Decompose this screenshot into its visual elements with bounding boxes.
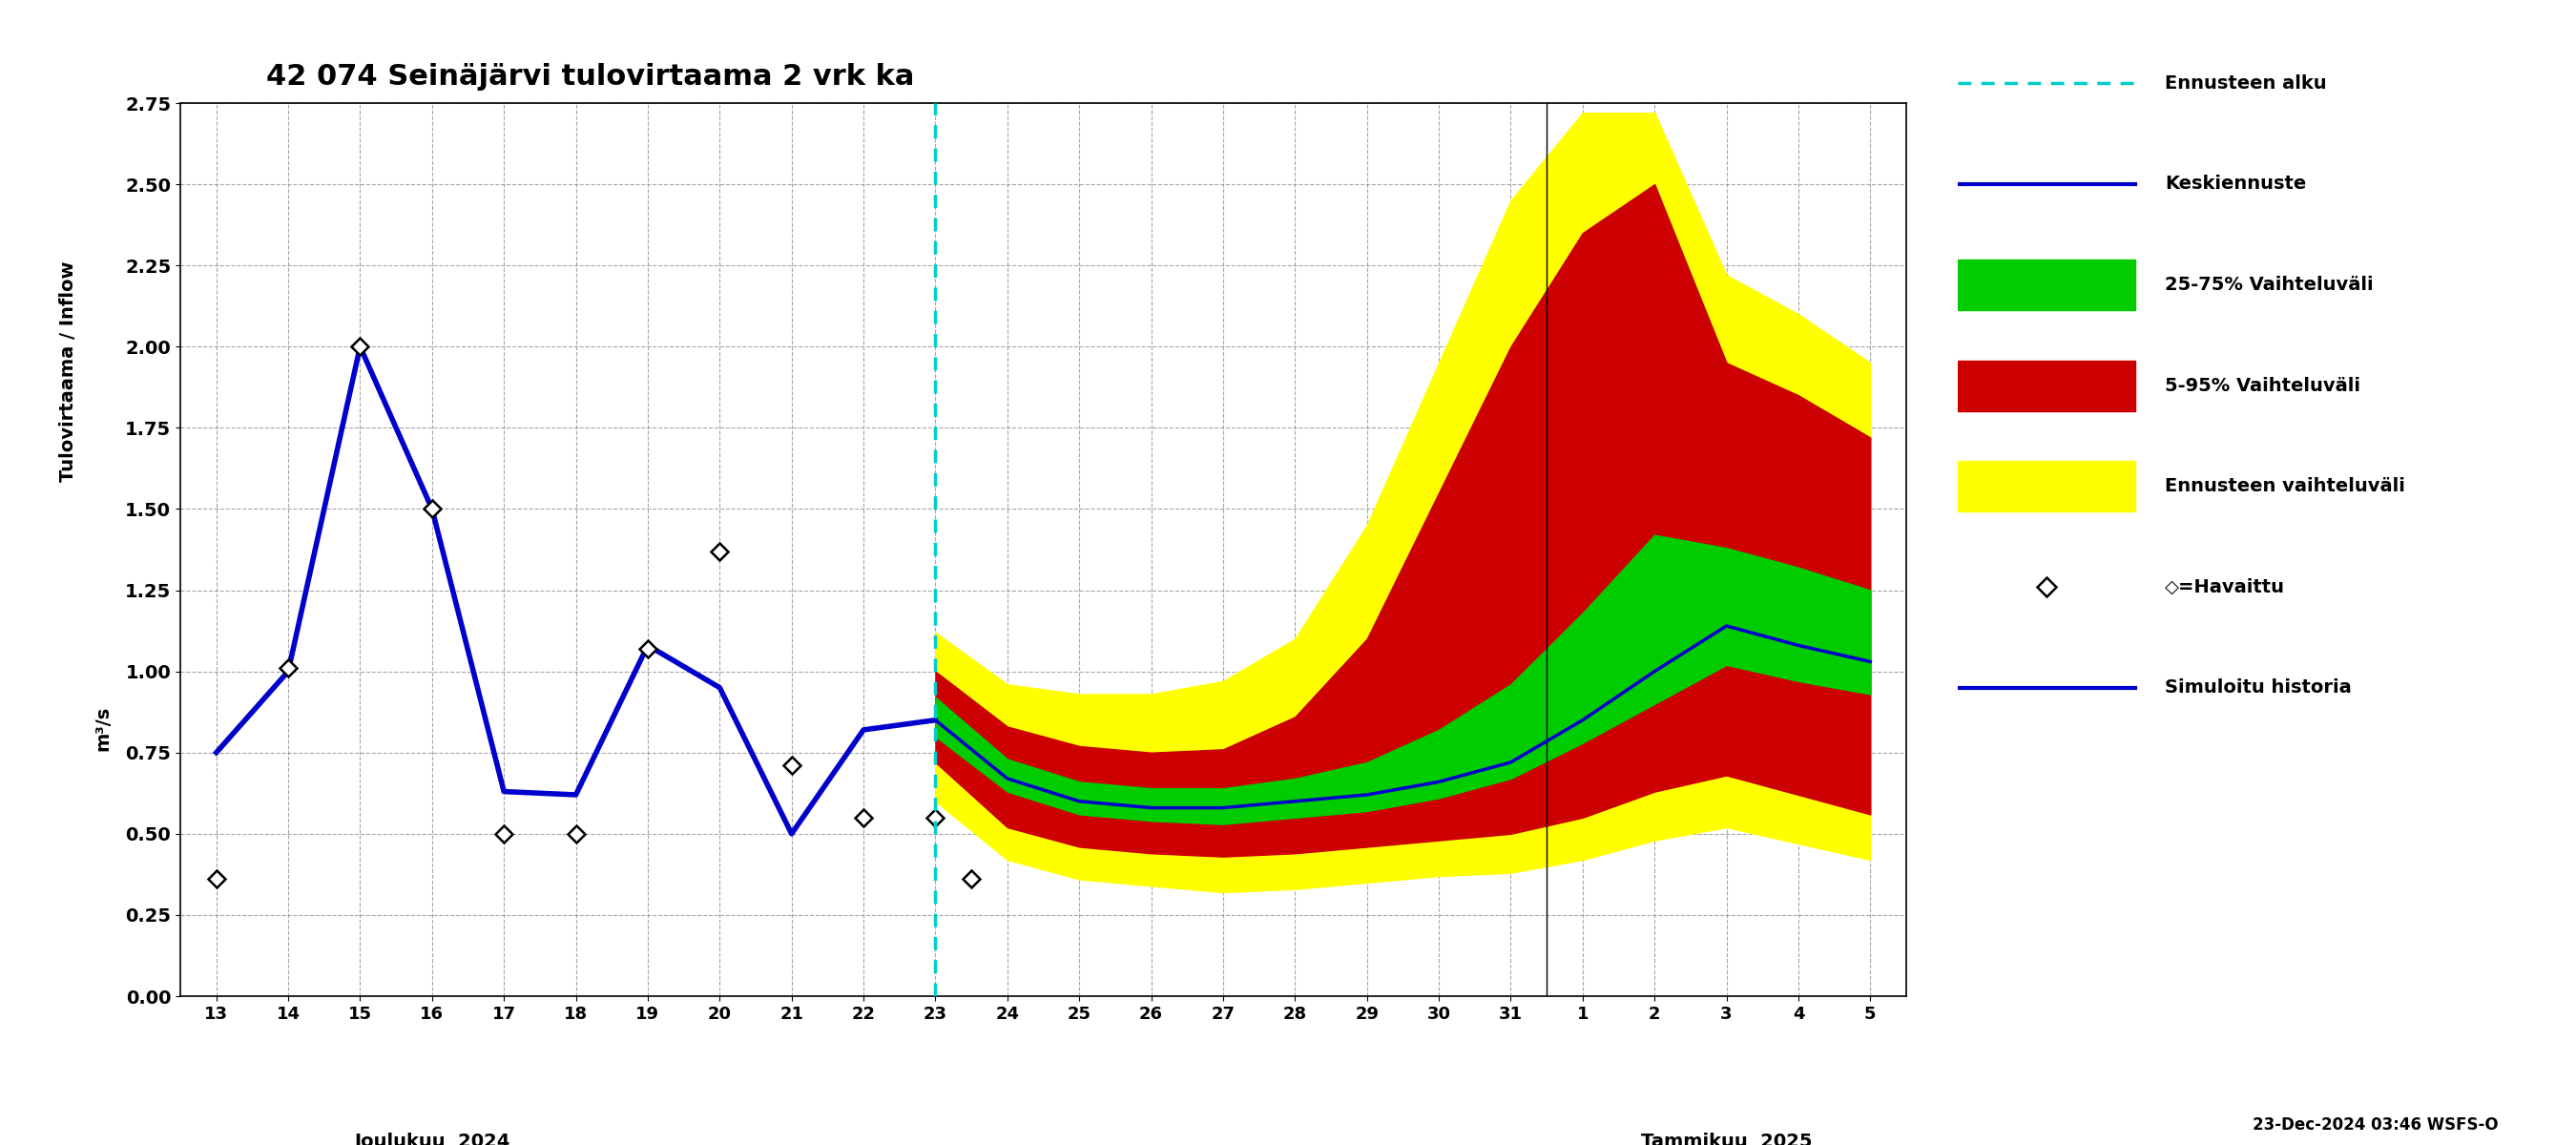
- FancyBboxPatch shape: [1958, 260, 2136, 310]
- Text: 42 074 Seinäjärvi tulovirtaama 2 vrk ka: 42 074 Seinäjärvi tulovirtaama 2 vrk ka: [268, 63, 914, 90]
- Text: Keskiennuste: Keskiennuste: [2164, 175, 2306, 194]
- Text: 23-Dec-2024 03:46 WSFS-O: 23-Dec-2024 03:46 WSFS-O: [2254, 1116, 2499, 1134]
- Text: ◇=Havaittu: ◇=Havaittu: [2164, 578, 2285, 597]
- Text: Simuloitu historia: Simuloitu historia: [2164, 679, 2352, 697]
- Text: Tammikuu  2025
January: Tammikuu 2025 January: [1641, 1132, 1811, 1145]
- Text: 5-95% Vaihteluväli: 5-95% Vaihteluväli: [2164, 377, 2360, 395]
- Text: Ennusteen alku: Ennusteen alku: [2164, 74, 2326, 93]
- Text: 25-75% Vaihteluväli: 25-75% Vaihteluväli: [2164, 276, 2372, 294]
- Text: Joulukuu  2024
December: Joulukuu 2024 December: [353, 1132, 510, 1145]
- Text: Tulovirtaama / Inflow: Tulovirtaama / Inflow: [59, 261, 77, 481]
- FancyBboxPatch shape: [1958, 461, 2136, 512]
- Text: Ennusteen vaihteluväli: Ennusteen vaihteluväli: [2164, 477, 2406, 496]
- FancyBboxPatch shape: [1958, 361, 2136, 411]
- Text: m³/s: m³/s: [93, 705, 111, 751]
